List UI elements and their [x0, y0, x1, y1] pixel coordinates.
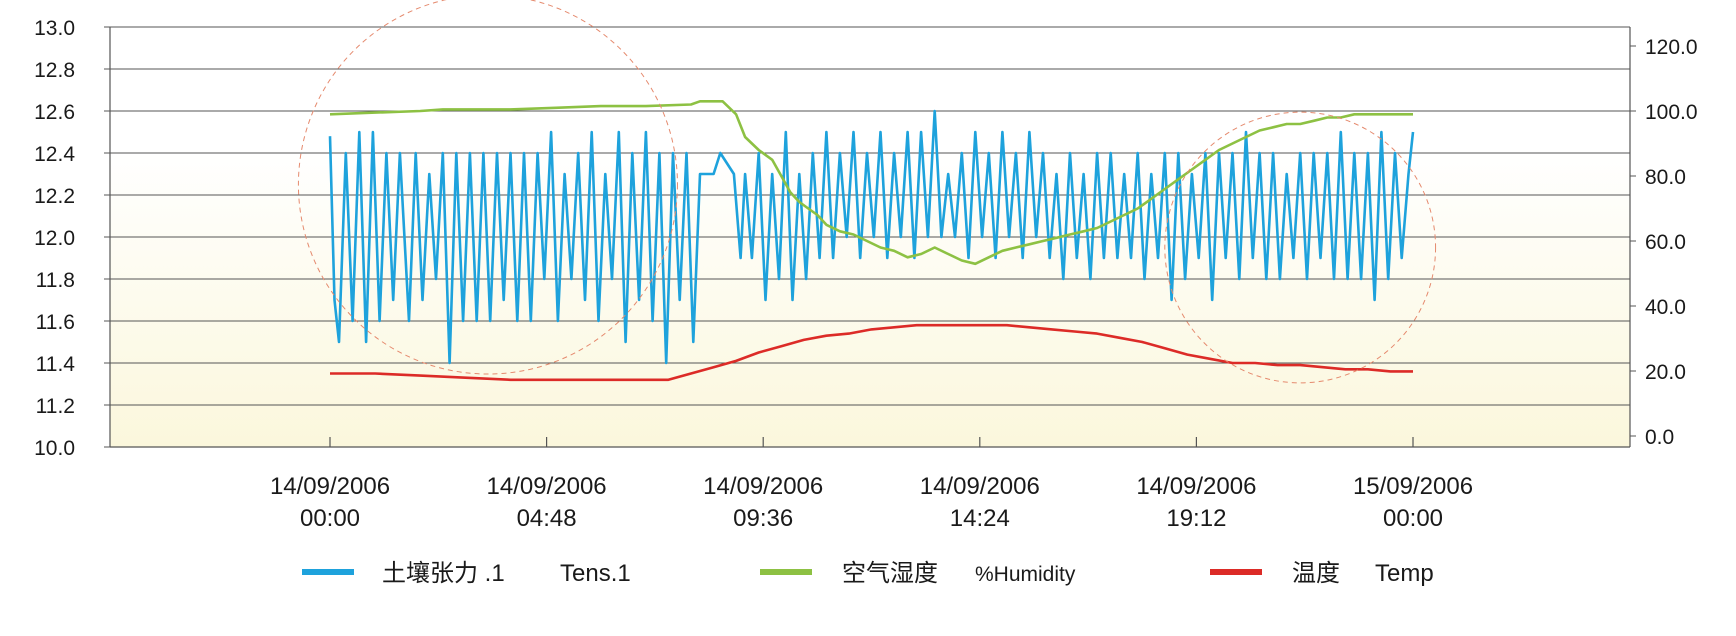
y-left-tick-label: 12.8 — [34, 59, 75, 82]
x-tick-time: 19:12 — [1166, 505, 1226, 532]
x-tick-date: 14/09/2006 — [703, 473, 823, 500]
y-right-tick-label: 0.0 — [1645, 426, 1674, 449]
y-axis-right: 0.0 20.0 40.0 60.0 80.0 100.0 120.0 — [1630, 36, 1698, 449]
legend-label-en: %Humidity — [975, 563, 1076, 586]
legend-label-en: Tens.1 — [560, 560, 631, 587]
x-tick-time: 04:48 — [517, 505, 577, 532]
annotation-circle — [297, 0, 678, 375]
legend-label-zh: 空气湿度 — [842, 560, 938, 587]
series-line--humidity — [329, 100, 1413, 266]
series-line-tens-1 — [328, 109, 1415, 365]
y-left-tick-label: 12.0 — [34, 227, 75, 250]
y-left-tick-label: 10.0 — [34, 437, 75, 460]
x-tick-time: 09:36 — [733, 505, 793, 532]
x-tick-date: 14/09/2006 — [270, 473, 390, 500]
x-tick-time: 14:24 — [950, 505, 1010, 532]
annotations — [297, 0, 1437, 384]
y-right-tick-label: 60.0 — [1645, 231, 1686, 254]
legend-label-en: Temp — [1375, 560, 1434, 587]
x-tick-time: 00:00 — [300, 505, 360, 532]
annotation-circle — [1164, 111, 1437, 384]
grid-lines — [110, 26, 1630, 448]
series-lines — [328, 100, 1415, 382]
legend-label-zh: 土壤张力 .1 — [382, 560, 505, 587]
series-line-temp — [330, 323, 1413, 382]
y-left-tick-label: 11.2 — [36, 395, 75, 418]
x-tick-date: 14/09/2006 — [487, 473, 607, 500]
y-right-tick-label: 120.0 — [1645, 36, 1698, 59]
y-left-tick-label: 13.0 — [34, 17, 75, 40]
y-left-tick-label: 12.4 — [34, 143, 75, 166]
x-axis: 14/09/2006 00:00 14/09/2006 04:48 14/09/2006… — [270, 437, 1473, 532]
y-left-tick-label: 11.8 — [36, 269, 75, 292]
x-tick-date: 14/09/2006 — [920, 473, 1040, 500]
y-right-tick-label: 20.0 — [1645, 361, 1686, 384]
legend-label-zh: 温度 — [1292, 560, 1340, 587]
legend: 土壤张力 .1 Tens.1 空气湿度 %Humidity 温度 Temp — [302, 560, 1434, 587]
x-tick-date: 14/09/2006 — [1136, 473, 1256, 500]
y-left-tick-label: 12.2 — [34, 185, 75, 208]
y-left-tick-label: 12.6 — [34, 101, 75, 124]
y-right-tick-label: 80.0 — [1645, 166, 1686, 189]
x-tick-time: 00:00 — [1383, 505, 1443, 532]
y-left-tick-label: 11.6 — [36, 311, 75, 334]
x-tick-date: 15/09/2006 — [1353, 473, 1473, 500]
y-right-tick-label: 40.0 — [1645, 296, 1686, 319]
y-left-tick-label: 11.4 — [36, 353, 76, 376]
y-right-tick-label: 100.0 — [1645, 101, 1698, 124]
y-axis-left: 10.0 11.2 11.4 11.6 11.8 12.0 12.2 12.4 12.6 12.8… — [34, 17, 110, 460]
